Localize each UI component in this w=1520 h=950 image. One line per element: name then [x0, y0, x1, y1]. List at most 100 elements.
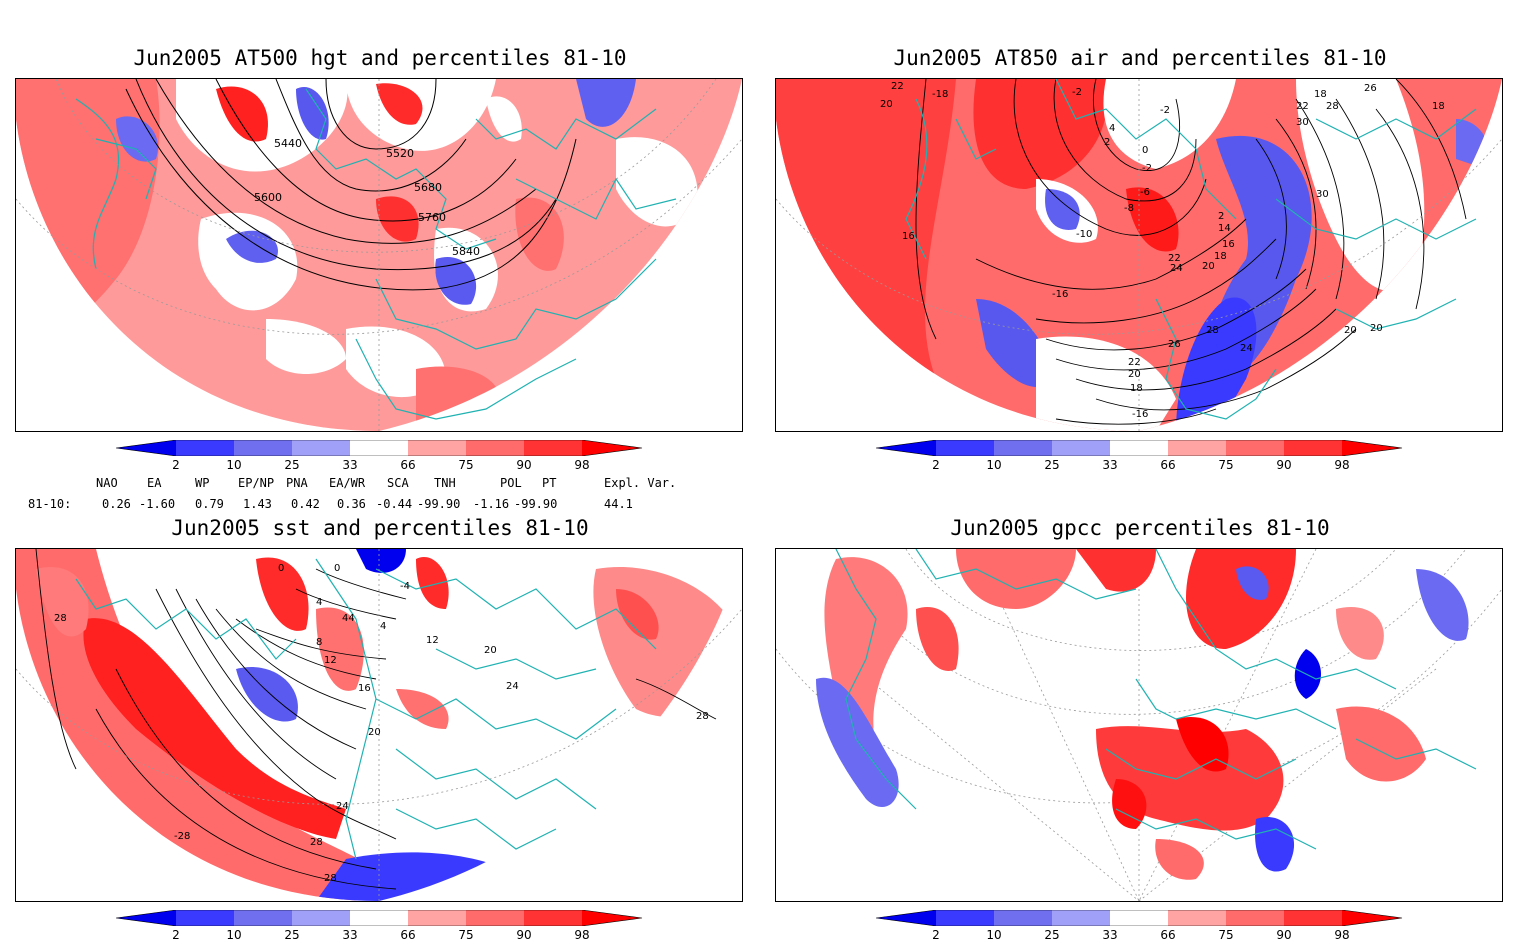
contour-label: 18 [1432, 101, 1445, 112]
cbar-label: 10 [226, 928, 242, 942]
cbar-label: 98 [1334, 928, 1350, 942]
contour-label: 20 [484, 645, 497, 656]
contour-label: -16 [1132, 409, 1148, 420]
tele-value: 44.1 [604, 497, 633, 511]
contour-label: 22 [1168, 253, 1181, 264]
contour-label: 18 [1314, 89, 1327, 100]
tele-header: PNA [286, 476, 308, 490]
title-sst: Jun2005 sst and percentiles 81-10 [171, 516, 589, 540]
cbar-label: 2 [932, 928, 940, 942]
contour-label: 5760 [418, 211, 446, 224]
contour-label: 5840 [452, 245, 480, 258]
tele-value: 0.36 [337, 497, 366, 511]
map-sst: 28 0 0 4 -4 4 8 12 16 20 24 28 -28 28 12… [15, 548, 743, 902]
contour-label: 0 [1142, 145, 1148, 156]
contour-label: 16 [1222, 239, 1235, 250]
cbar-label: 90 [516, 458, 532, 472]
contour-label: 12 [426, 635, 439, 646]
tele-header: Expl. Var. [604, 476, 677, 490]
contour-label: 24 [506, 681, 519, 692]
map-gpcc [775, 548, 1503, 902]
contour-label: 20 [1370, 323, 1383, 334]
colorbar-1: 2 10 25 33 66 75 90 98 [115, 439, 656, 480]
tele-row-label: 81-10: [28, 497, 72, 511]
tele-value: -0.44 [376, 497, 413, 511]
cbar-label: 2 [932, 458, 940, 472]
cbar-label: 2 [172, 458, 180, 472]
contour-label: 22 [891, 81, 904, 92]
map-at500: 5440 5520 5600 5680 5760 5840 [15, 78, 743, 432]
contour-label: 4 [380, 621, 386, 632]
tele-header: TNH [434, 476, 456, 490]
contour-label: 44 [342, 613, 355, 624]
cbar-label: 25 [284, 928, 300, 942]
tele-header: SCA [387, 476, 409, 490]
contour-label: 20 [880, 99, 893, 110]
cbar-label: 33 [1102, 928, 1118, 942]
cbar-label: 75 [1218, 458, 1234, 472]
title-at850: Jun2005 AT850 air and percentiles 81-10 [893, 46, 1387, 70]
contour-label: 5440 [274, 137, 302, 150]
cbar-label: 66 [1160, 928, 1176, 942]
cbar-label: 10 [226, 458, 242, 472]
cbar-label: 98 [1334, 458, 1350, 472]
cbar-label: 33 [342, 458, 358, 472]
tele-value: -99.90 [417, 497, 461, 511]
contour-label: 5680 [414, 181, 442, 194]
contour-label: 22 [1296, 101, 1309, 112]
contour-label: 14 [1218, 223, 1231, 234]
cbar-label: 2 [172, 928, 180, 942]
tele-value: -99.90 [514, 497, 558, 511]
colorbar-1-svg [115, 439, 643, 457]
cbar-label: 25 [1044, 458, 1060, 472]
title-at500: Jun2005 AT500 hgt and percentiles 81-10 [133, 46, 627, 70]
colorbar-4: 2 10 25 33 66 75 90 98 [875, 909, 1416, 950]
tele-value: 0.42 [291, 497, 320, 511]
tele-value: -1.60 [139, 497, 176, 511]
colorbar-4-svg [875, 909, 1403, 927]
colorbar-2: 2 10 25 33 66 75 90 98 [875, 439, 1416, 480]
contour-label: 28 [310, 837, 323, 848]
contour-label: 12 [324, 655, 337, 666]
tele-value: 1.43 [243, 497, 272, 511]
contour-label: 5600 [254, 191, 282, 204]
contour-label: 26 [1168, 339, 1181, 350]
contour-label: 20 [1202, 261, 1215, 272]
cbar-label: 10 [986, 458, 1002, 472]
contour-label: 0 [334, 563, 340, 574]
colorbar-2-svg [875, 439, 1403, 457]
contour-label: 18 [1130, 383, 1143, 394]
contour-label: 22 [1128, 357, 1141, 368]
contour-label: 18 [1214, 251, 1227, 262]
cbar-label: 33 [1102, 458, 1118, 472]
contour-label: 28 [324, 873, 337, 884]
contour-label: -10 [1076, 229, 1092, 240]
map-sst-svg: 28 0 0 4 -4 4 8 12 16 20 24 28 -28 28 12… [16, 549, 742, 901]
colorbar-3: 2 10 25 33 66 75 90 98 [115, 909, 656, 950]
contour-label: -2 [1072, 87, 1082, 98]
contour-label: -28 [174, 831, 190, 842]
tele-value: -1.16 [473, 497, 510, 511]
cbar-label: 75 [458, 928, 474, 942]
tele-value: 0.79 [195, 497, 224, 511]
map-gpcc-svg [776, 549, 1502, 901]
cbar-label: 25 [1044, 928, 1060, 942]
cbar-label: 66 [400, 458, 416, 472]
cbar-label: 75 [1218, 928, 1234, 942]
cbar-label: 98 [574, 458, 590, 472]
contour-label: 4 [1109, 123, 1115, 134]
tele-header: WP [195, 476, 210, 490]
contour-label: -16 [1052, 289, 1068, 300]
map-at850: 22 20 -18 -2 -2 4 2 0 -2 -6 -8 -10 16 -1… [775, 78, 1503, 432]
contour-label: 26 [1364, 83, 1377, 94]
cbar-label: 90 [516, 928, 532, 942]
map-at850-svg: 22 20 -18 -2 -2 4 2 0 -2 -6 -8 -10 16 -1… [776, 79, 1502, 431]
cbar-label: 33 [342, 928, 358, 942]
map-at500-svg: 5440 5520 5600 5680 5760 5840 [16, 79, 742, 431]
contour-label: 28 [54, 613, 67, 624]
tele-header: NAO [96, 476, 118, 490]
cbar-label: 90 [1276, 928, 1292, 942]
contour-label: 20 [1128, 369, 1141, 380]
contour-label: 2 [1104, 137, 1110, 148]
contour-label: 28 [1326, 101, 1339, 112]
